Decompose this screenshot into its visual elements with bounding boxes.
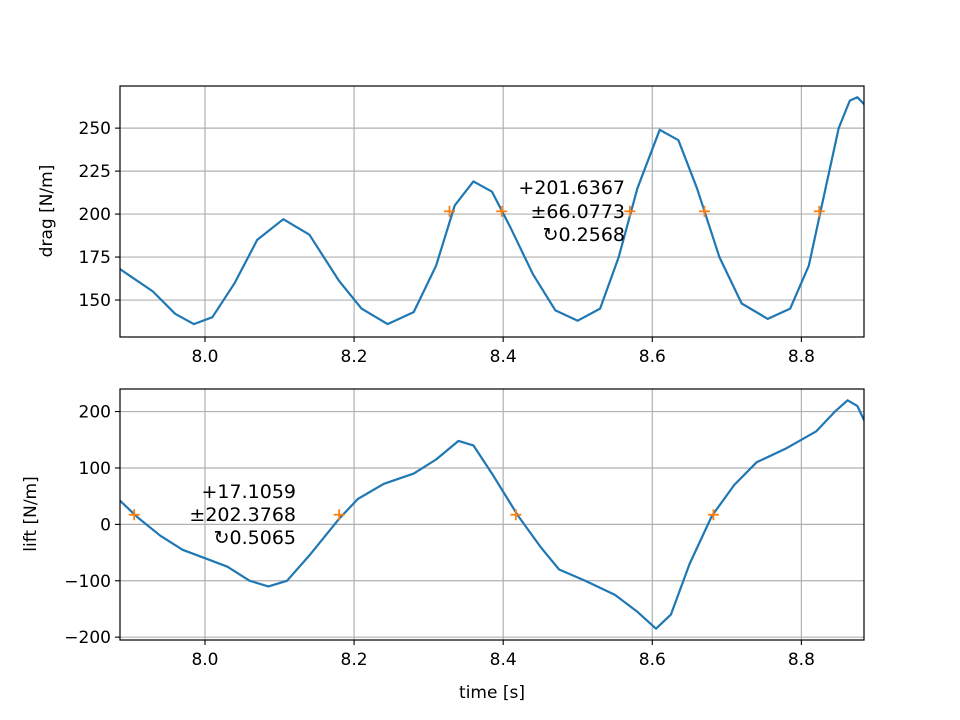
lift-y-tick-label: 0 — [100, 515, 111, 535]
lift-x-tick-label: 8.0 — [191, 650, 218, 670]
lift-crossing-marker — [707, 509, 719, 521]
drag-crossing-marker — [444, 205, 456, 217]
lift-x-tick-label: 8.4 — [490, 650, 517, 670]
drag-y-tick-label: 200 — [79, 205, 111, 225]
drag-crossing-marker — [496, 205, 508, 217]
drag-y-tick-label: 250 — [79, 119, 111, 139]
drag-annotation-line-1: +201.6367 — [518, 177, 625, 199]
lift-y-tick-label: −100 — [64, 572, 111, 592]
drag-crossing-marker — [624, 205, 636, 217]
lift-axes-frame — [119, 388, 865, 641]
lift-ticks: 8.0 8.2 8.4 8.6 8.8 −200 −100 0 100 200 — [64, 403, 815, 670]
drag-annotation-line-2: ±66.0773 — [531, 201, 626, 223]
drag-x-tick-label: 8.6 — [639, 347, 666, 367]
time-x-axis-label: time [s] — [459, 683, 525, 703]
drag-annotation-line-3: ↻0.2568 — [543, 224, 625, 246]
lift-y-tick-label: −200 — [64, 628, 111, 648]
drag-y-tick-label: 150 — [79, 291, 111, 311]
drag-subplot: 8.0 8.2 8.4 8.6 8.8 150 175 200 225 250 drag [N/m… — [37, 85, 865, 367]
lift-subplot: 8.0 8.2 8.4 8.6 8.8 −200 −100 0 100 200 lift [N/m… — [21, 388, 865, 703]
drag-y-tick-label: 225 — [79, 162, 111, 182]
drag-series-layer — [120, 96, 864, 326]
drag-x-tick-label: 8.0 — [191, 347, 218, 367]
drag-gridlines — [120, 86, 864, 337]
lift-annotation-line-1: +17.1059 — [202, 481, 297, 503]
lift-x-tick-label: 8.2 — [341, 650, 368, 670]
lift-gridlines — [120, 389, 864, 640]
drag-crossing-marker — [813, 205, 825, 217]
lift-crossing-marker — [128, 509, 140, 521]
drag-series-line — [120, 96, 864, 326]
lift-crossing-markers — [128, 509, 719, 521]
drag-x-tick-label: 8.4 — [490, 347, 517, 367]
drag-plot-area — [120, 86, 864, 337]
drag-x-tick-label: 8.2 — [341, 347, 368, 367]
drag-axes-frame — [119, 85, 865, 338]
lift-annotation-line-2: ±202.3768 — [189, 504, 296, 526]
lift-series-layer — [120, 399, 864, 630]
lift-annotation-line-3: ↻0.5065 — [214, 527, 296, 549]
drag-x-tick-label: 8.8 — [788, 347, 815, 367]
drag-ticks: 8.0 8.2 8.4 8.6 8.8 150 175 200 225 250 — [79, 119, 815, 367]
drag-crossing-marker — [698, 205, 710, 217]
lift-plot-area — [120, 389, 864, 640]
drag-crossing-markers — [444, 205, 825, 217]
lift-y-axis-label: lift [N/m] — [21, 476, 41, 551]
lift-y-tick-label: 200 — [79, 403, 111, 423]
drag-y-axis-label: drag [N/m] — [37, 165, 57, 258]
lift-crossing-marker — [333, 509, 345, 521]
lift-x-tick-label: 8.6 — [639, 650, 666, 670]
lift-series-line — [120, 399, 864, 630]
lift-crossing-marker — [510, 509, 522, 521]
lift-y-tick-label: 100 — [79, 459, 111, 479]
drag-y-tick-label: 175 — [79, 248, 111, 268]
lift-x-tick-label: 8.8 — [788, 650, 815, 670]
